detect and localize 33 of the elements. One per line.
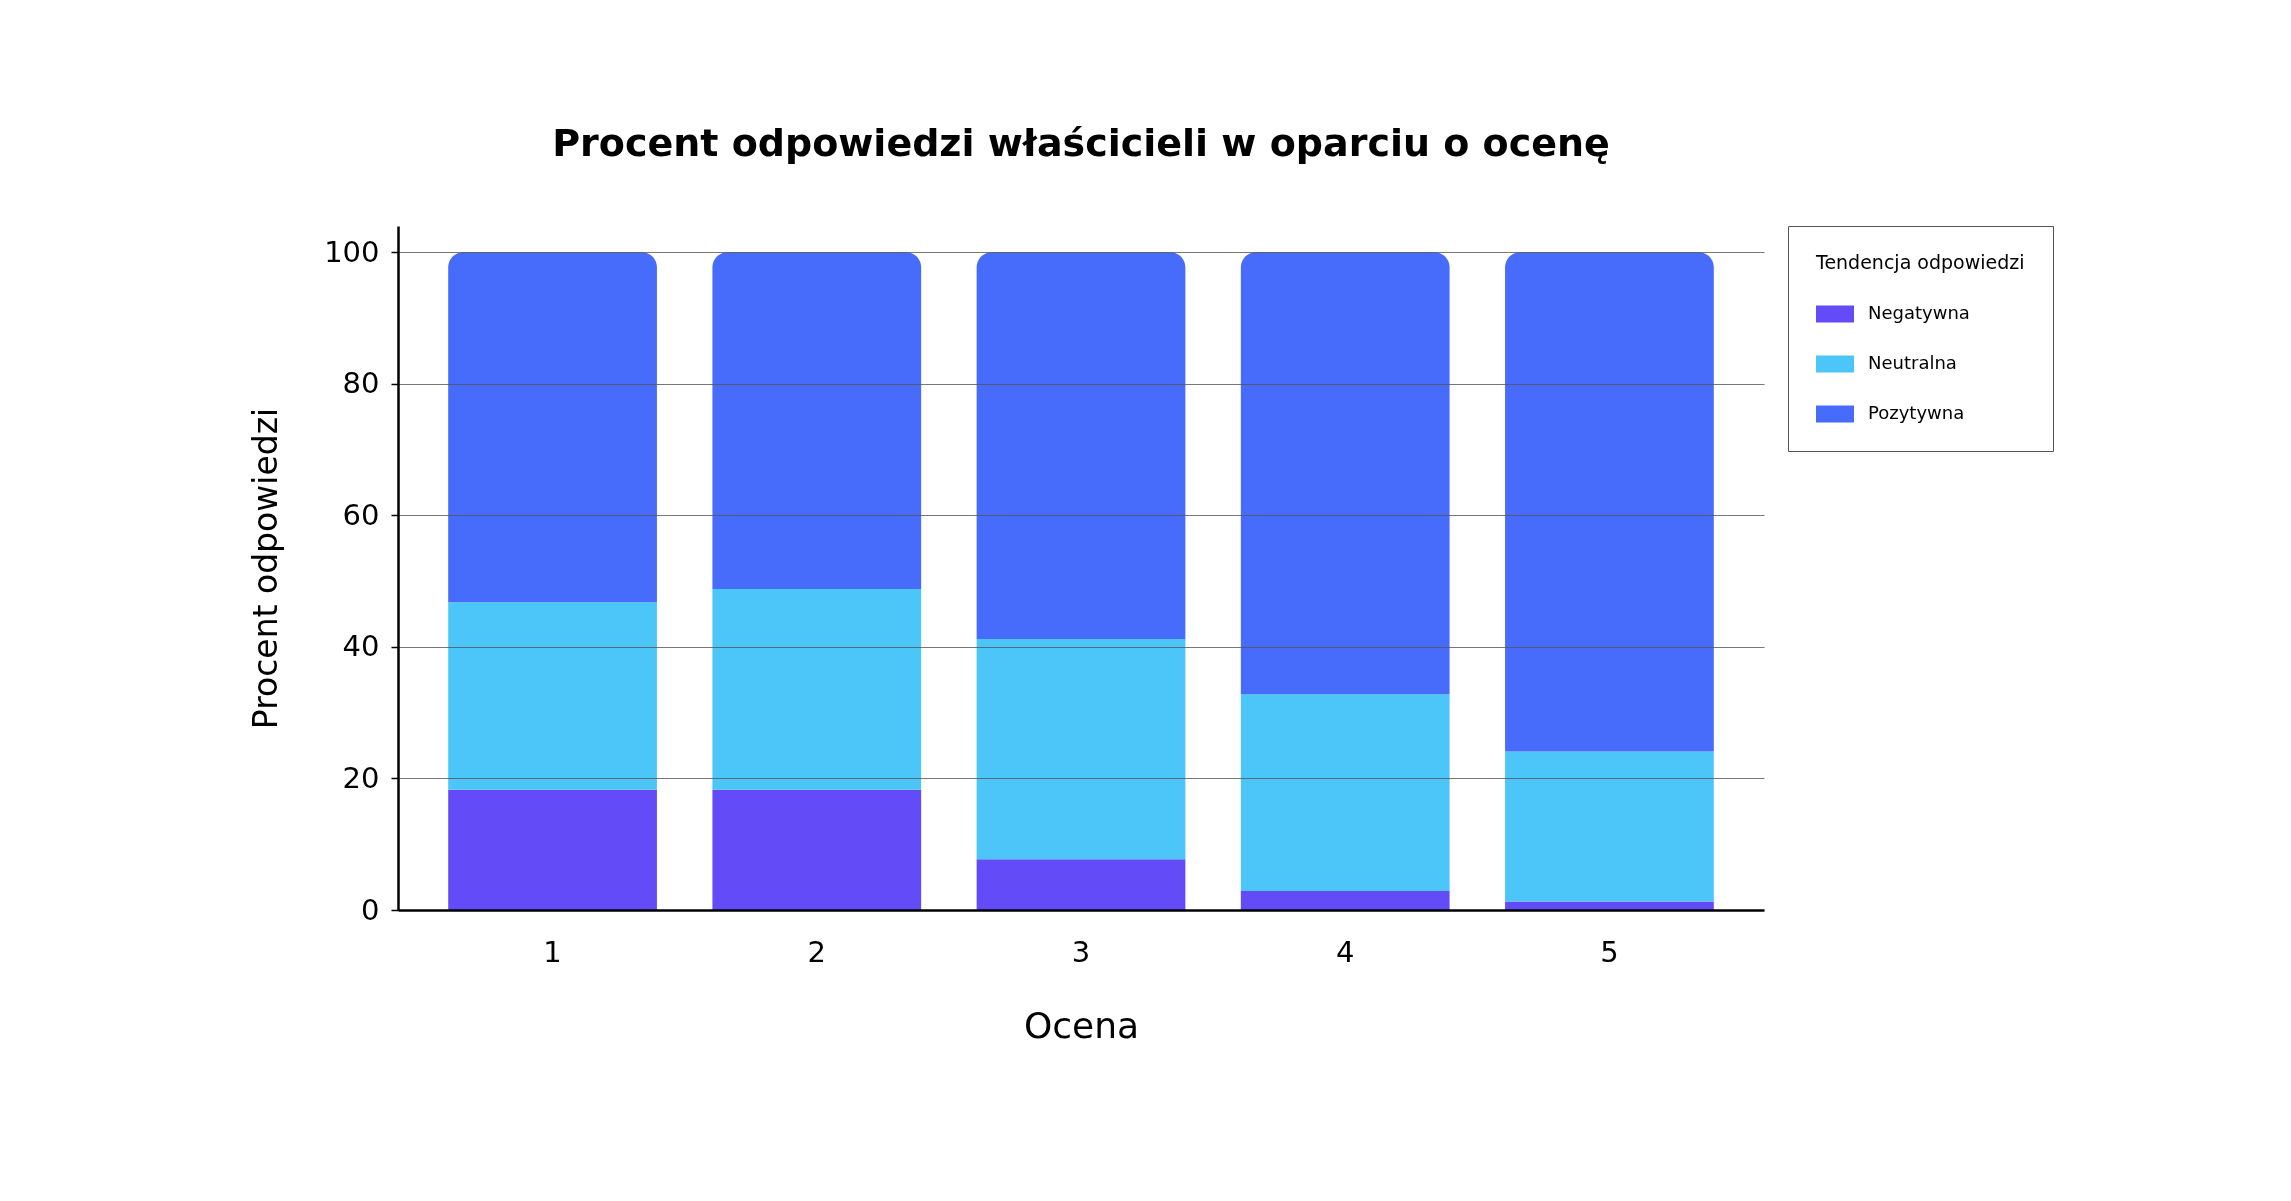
bar	[448, 252, 657, 603]
y-tick-label: 40	[342, 629, 380, 664]
bar	[1240, 890, 1450, 910]
y-tick-label: 100	[324, 234, 380, 269]
legend-label: Negatywna	[1868, 302, 1970, 323]
bar	[448, 602, 657, 790]
chart-title: Procent odpowiedzi właścicieli w oparciu o ocenę	[552, 120, 1610, 165]
bar	[1505, 252, 1714, 752]
x-tick-label: 1	[543, 934, 562, 969]
legend-label: Neutralna	[1868, 352, 1957, 373]
y-tick-label: 0	[361, 892, 380, 927]
bar	[976, 639, 1186, 860]
x-tick-label: 4	[1335, 934, 1355, 969]
x-axis-title: Ocena	[1023, 1004, 1140, 1046]
bar	[976, 859, 1186, 910]
y-axis-title: Procent odpowiedzi	[246, 407, 286, 730]
x-tick-label: 5	[1600, 934, 1619, 969]
x-tick-label: 3	[1071, 934, 1091, 969]
y-tick-label: 80	[342, 366, 380, 401]
legend-label: Pozytywna	[1868, 402, 1965, 423]
y-tick-label: 60	[342, 497, 380, 532]
bar	[712, 789, 922, 910]
bar	[712, 589, 922, 790]
bar	[1505, 901, 1714, 910]
x-tick-label: 2	[807, 934, 827, 969]
y-tick-label: 20	[342, 760, 380, 795]
bar	[976, 252, 1186, 640]
bar	[1240, 694, 1450, 891]
bar	[712, 252, 922, 590]
bar	[448, 789, 657, 910]
legend-title: Tendencja odpowiedzi	[1815, 251, 2025, 273]
bar	[1505, 751, 1714, 902]
bar	[1240, 252, 1450, 695]
